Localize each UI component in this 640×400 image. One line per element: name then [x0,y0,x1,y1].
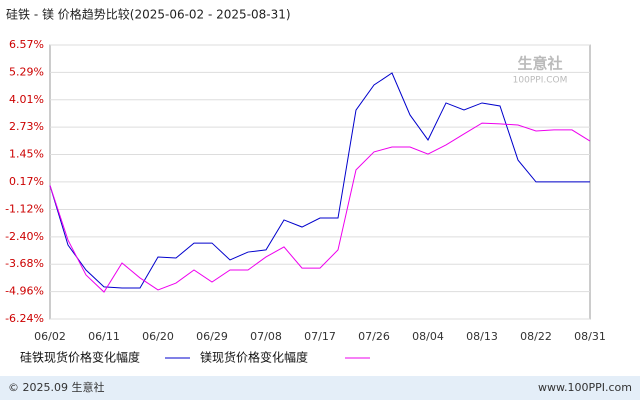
footer-bar [0,376,640,400]
x-tick-label: 06/11 [88,330,120,343]
x-tick-label: 07/08 [250,330,282,343]
legend-label: 硅铁现货价格变化幅度 [20,350,140,365]
series-line [49,72,590,289]
y-tick-label: 2.73% [9,120,44,133]
legend-label: 镁现货价格变化幅度 [200,350,308,365]
y-tick-label: -2.40% [5,230,44,243]
chart-title: 硅铁 - 镁 价格趋势比较(2025-06-02 - 2025-08-31) [6,7,291,22]
x-tick-label: 06/29 [196,330,228,343]
y-tick-label: -1.12% [5,202,44,215]
y-tick-label: -6.24% [5,312,44,325]
y-tick-label: 4.01% [9,93,44,106]
y-tick-label: 6.57% [9,38,44,51]
footer-left: © 2025.09 生意社 [8,380,104,394]
x-tick-label: 08/22 [520,330,552,343]
y-tick-label: 0.17% [9,175,44,188]
footer-right: www.100PPI.com [538,381,632,394]
x-tick-label: 08/13 [466,330,498,343]
watermark: 100PPI.COM [513,76,568,86]
y-tick-label: -3.68% [5,257,44,270]
y-tick-label: 1.45% [9,148,44,161]
watermark: 生意社 [517,55,562,73]
x-tick-label: 07/26 [358,330,390,343]
x-tick-label: 06/20 [142,330,174,343]
y-tick-label: -4.96% [5,285,44,298]
y-tick-label: 5.29% [9,65,44,78]
x-tick-label: 07/17 [304,330,336,343]
x-tick-label: 06/02 [34,330,66,343]
x-tick-label: 08/31 [574,330,606,343]
x-tick-label: 08/04 [412,330,444,343]
series-line [49,122,591,293]
